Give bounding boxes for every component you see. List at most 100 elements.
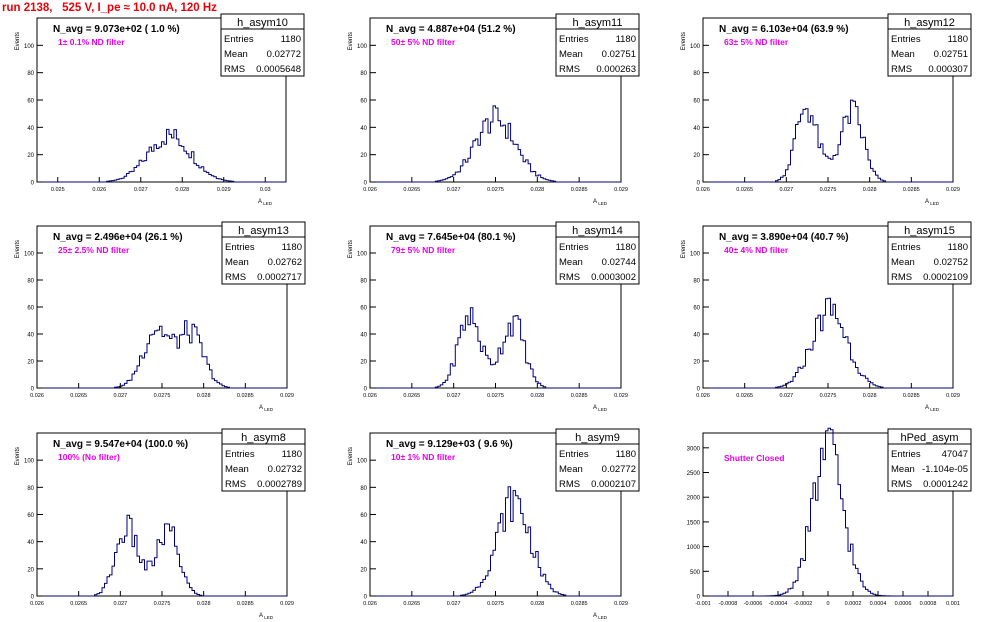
x-tick-label: 0.026 bbox=[92, 187, 106, 193]
x-tick-label: -0.0004 bbox=[769, 601, 788, 607]
x-tick-label: 0.0285 bbox=[237, 393, 254, 399]
x-tick-label: 0.026 bbox=[696, 393, 710, 399]
y-tick-label: 40 bbox=[27, 333, 34, 339]
y-tick-label: 20 bbox=[360, 360, 367, 366]
stats-value: 1180 bbox=[281, 34, 301, 45]
x-tick-label: 0.0275 bbox=[487, 187, 504, 193]
n-avg-label: N_avg = 3.890e+04 (40.7 %) bbox=[719, 232, 849, 243]
histogram-name: h_asym9 bbox=[575, 432, 620, 444]
n-avg-label: N_avg = 4.887e+04 (51.2 %) bbox=[386, 24, 516, 35]
x-tick-label: 0.027 bbox=[447, 393, 461, 399]
histogram-line bbox=[703, 99, 953, 183]
x-tick-label: 0.0265 bbox=[70, 393, 87, 399]
x-tick-label: 0.0265 bbox=[736, 393, 753, 399]
x-tick-label: -0.0002 bbox=[794, 601, 813, 607]
y-tick-label: 60 bbox=[27, 513, 34, 519]
stats-value: 1180 bbox=[616, 242, 636, 253]
stats-key: Entries bbox=[891, 449, 921, 460]
x-tick-label: 0.028 bbox=[197, 601, 211, 607]
stats-value: 0.02732 bbox=[268, 464, 302, 475]
stats-key: Mean bbox=[224, 49, 248, 60]
n-avg-label: N_avg = 7.645e+04 (80.1 %) bbox=[386, 232, 516, 243]
x-tick-label: 0.027 bbox=[113, 393, 127, 399]
stats-box bbox=[220, 13, 305, 77]
y-tick-label: 0 bbox=[31, 181, 35, 187]
y-tick-label: 100 bbox=[24, 252, 35, 258]
filter-label: 79± 5% ND filter bbox=[391, 245, 456, 255]
x-tick-label: 0.029 bbox=[614, 187, 628, 193]
y-tick-label: 60 bbox=[360, 513, 367, 519]
stats-value: 0.0002109 bbox=[923, 272, 968, 283]
x-tick-label: 0.029 bbox=[614, 393, 628, 399]
y-tick-label: 60 bbox=[27, 306, 34, 312]
y-tick-label: 1000 bbox=[687, 545, 701, 551]
x-tick-label: 0.027 bbox=[447, 601, 461, 607]
histogram-line bbox=[370, 307, 621, 389]
x-tick-label: 0.027 bbox=[447, 187, 461, 193]
x-axis-title: A LED bbox=[593, 199, 608, 206]
n-avg-background bbox=[38, 434, 222, 450]
stats-value: 0.02751 bbox=[934, 49, 968, 60]
n-avg-background bbox=[371, 434, 556, 450]
y-tick-label: 3000 bbox=[687, 446, 701, 452]
x-axis-title: A LED bbox=[925, 405, 940, 412]
n-avg-label: N_avg = 9.129e+03 ( 9.6 %) bbox=[386, 439, 513, 450]
stats-value: 0.02762 bbox=[268, 257, 302, 268]
stats-value: 0.000263 bbox=[596, 64, 636, 75]
filter-label: 10± 1% ND filter bbox=[391, 452, 456, 462]
x-axis-title: A LED bbox=[258, 199, 273, 206]
y-tick-label: 80 bbox=[27, 279, 34, 285]
x-tick-label: 0.0275 bbox=[154, 601, 171, 607]
stats-key: Entries bbox=[224, 34, 254, 45]
stats-box bbox=[221, 221, 306, 285]
histogram-line bbox=[37, 514, 287, 597]
x-tick-label: -0.0006 bbox=[744, 601, 763, 607]
histogram-name: h_asym12 bbox=[904, 17, 955, 29]
canvas-title: run 2138, 525 V, I_pe ≈ 10.0 nA, 120 Hz bbox=[2, 2, 217, 14]
stats-key: RMS bbox=[891, 272, 912, 283]
stats-box bbox=[555, 13, 640, 77]
y-tick-label: 0 bbox=[364, 181, 368, 187]
y-tick-label: 0 bbox=[697, 595, 701, 601]
y-tick-label: 80 bbox=[27, 71, 34, 77]
x-tick-label: -0.0008 bbox=[719, 601, 738, 607]
stats-key: Mean bbox=[559, 49, 583, 60]
y-tick-label: 100 bbox=[357, 44, 368, 50]
stats-key: Entries bbox=[559, 34, 589, 45]
stats-value: 1180 bbox=[948, 34, 968, 45]
x-tick-label: 0.0285 bbox=[571, 393, 588, 399]
x-tick-label: 0.0265 bbox=[736, 187, 753, 193]
x-tick-label: 0.028 bbox=[863, 187, 877, 193]
x-tick-label: 0.027 bbox=[779, 187, 793, 193]
stats-box bbox=[221, 428, 306, 492]
y-tick-label: 100 bbox=[357, 459, 368, 465]
y-tick-label: 60 bbox=[693, 306, 700, 312]
stats-value: 1180 bbox=[616, 449, 636, 460]
histogram-line bbox=[703, 297, 953, 389]
stats-value: 47047 bbox=[942, 449, 968, 460]
x-tick-label: 0.0265 bbox=[403, 393, 420, 399]
histogram-line bbox=[37, 320, 287, 389]
y-tick-label: 0 bbox=[31, 387, 35, 393]
y-tick-label: 100 bbox=[24, 459, 35, 465]
n-avg-label: N_avg = 2.496e+04 (26.1 %) bbox=[53, 232, 183, 243]
x-tick-label: 0.026 bbox=[363, 187, 377, 193]
y-tick-label: 80 bbox=[360, 279, 367, 285]
y-tick-label: 40 bbox=[360, 333, 367, 339]
x-tick-label: 0.0285 bbox=[903, 187, 920, 193]
y-tick-label: 20 bbox=[693, 153, 700, 159]
stats-value: 0.02751 bbox=[602, 49, 636, 60]
n-avg-label: N_avg = 6.103e+04 (63.9 %) bbox=[719, 24, 849, 35]
y-tick-label: 20 bbox=[360, 153, 367, 159]
stats-key: Mean bbox=[225, 464, 249, 475]
stats-value: 1180 bbox=[282, 449, 302, 460]
histogram-panel: 0 20 40 60 80 100 0.026 0.0265 0.027 0.0275 0.028 0… bbox=[348, 428, 640, 620]
y-tick-label: 0 bbox=[364, 387, 368, 393]
histogram-name: h_asym8 bbox=[241, 432, 286, 444]
y-tick-label: 40 bbox=[360, 540, 367, 546]
x-tick-label: 0.0275 bbox=[154, 393, 171, 399]
histogram-panel: 0 500 1000 1500 2000 2500 3000 -0.001 -0.0008 -0.… bbox=[687, 427, 972, 607]
histogram-name: h_asym10 bbox=[237, 17, 288, 29]
x-tick-label: 0.028 bbox=[530, 601, 544, 607]
